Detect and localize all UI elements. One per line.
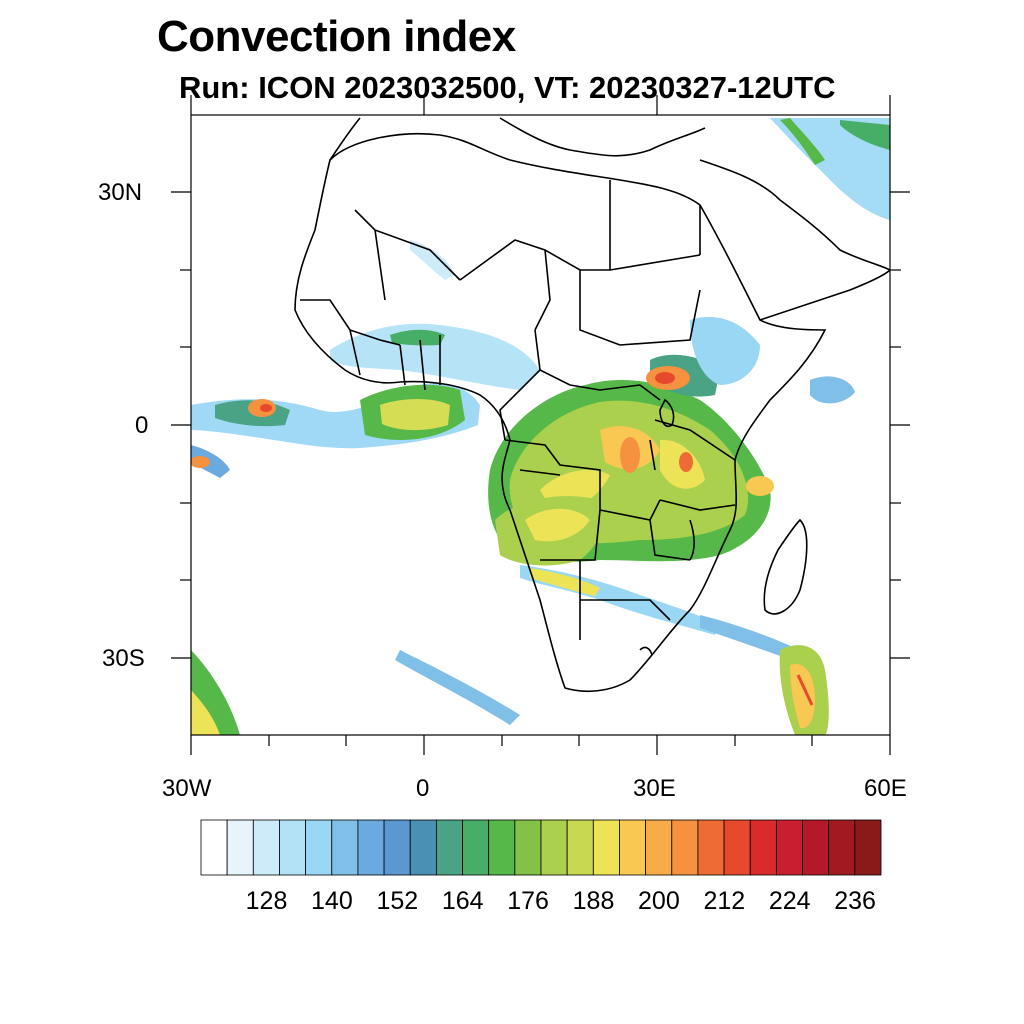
field-sahara-streak bbox=[410, 240, 455, 280]
eastafrica-lakes bbox=[649, 398, 695, 561]
africa-coastline bbox=[294, 132, 827, 693]
colorbar-label: 212 bbox=[703, 887, 746, 915]
convection-field bbox=[191, 118, 890, 735]
colorbar-swatch bbox=[435, 819, 463, 876]
field-indian-ocean-core bbox=[790, 664, 815, 729]
colorbar-swatch bbox=[488, 819, 516, 876]
colorbar-swatch bbox=[619, 819, 647, 876]
arabia-coast bbox=[699, 159, 890, 321]
colorbar-swatch bbox=[828, 819, 856, 876]
colorbar-swatch bbox=[514, 819, 542, 876]
chart-subtitle: Run: ICON 2023032500, VT: 20230327-12UTC bbox=[179, 70, 836, 105]
field-south-sudan-max bbox=[655, 372, 675, 384]
field-westcoast-band bbox=[191, 445, 230, 478]
colorbar-swatch bbox=[409, 819, 437, 876]
colorbar-label: 188 bbox=[572, 887, 615, 915]
colorbar-label: 164 bbox=[441, 887, 484, 915]
field-west-edge-spot bbox=[191, 456, 210, 468]
field-southwest-core bbox=[191, 690, 220, 735]
colorbar-label: 176 bbox=[507, 887, 549, 915]
field-middleeast-band bbox=[770, 118, 890, 220]
colorbar-swatch bbox=[671, 819, 699, 876]
colorbar-swatch bbox=[200, 819, 228, 876]
lon-label-60e: 60E bbox=[864, 775, 907, 802]
colorbar-swatch bbox=[540, 819, 568, 876]
lat-label-0: 0 bbox=[135, 412, 149, 439]
colorbar-swatch bbox=[723, 819, 751, 876]
lat-ticks bbox=[171, 191, 910, 659]
border-lines bbox=[354, 180, 736, 656]
field-namibia-core bbox=[530, 568, 600, 596]
colorbar-swatch bbox=[697, 819, 725, 876]
colorbar-swatch bbox=[305, 819, 333, 876]
colorbar-swatch bbox=[566, 819, 594, 876]
lon-label-30w: 30W bbox=[162, 775, 212, 802]
colorbar-swatch bbox=[383, 819, 411, 876]
colorbar-swatch bbox=[749, 819, 777, 876]
colorbar-swatch bbox=[252, 819, 280, 876]
colorbar-swatch bbox=[331, 819, 359, 876]
colorbar-label: 140 bbox=[311, 887, 353, 915]
colorbar-label: 128 bbox=[245, 887, 288, 915]
lat-label-30n: 30N bbox=[98, 179, 143, 206]
field-central-core-2 bbox=[679, 452, 693, 472]
field-somalia-sea bbox=[810, 376, 855, 404]
west-africa-borders bbox=[300, 299, 441, 391]
colorbar bbox=[200, 819, 882, 876]
colorbar-swatch bbox=[854, 819, 882, 876]
colorbar-swatch bbox=[775, 819, 803, 876]
coastlines-borders bbox=[294, 117, 890, 693]
chart-title: Convection index bbox=[157, 12, 516, 61]
lon-ticks bbox=[190, 95, 891, 755]
colorbar-label: 224 bbox=[768, 887, 811, 915]
field-atlantic-max bbox=[260, 404, 272, 412]
field-central-core bbox=[620, 437, 640, 473]
colorbar-label: 200 bbox=[638, 887, 680, 915]
colorbar-label: 152 bbox=[376, 887, 419, 915]
colorbar-swatch bbox=[645, 819, 673, 876]
field-indian-ocean-max bbox=[796, 674, 814, 706]
field-southatlantic-streak bbox=[395, 650, 520, 725]
colorbar-swatch bbox=[802, 819, 830, 876]
colorbar-swatch bbox=[592, 819, 620, 876]
field-tanzania-spot bbox=[746, 476, 774, 496]
lat-label-30s: 30S bbox=[102, 645, 145, 672]
field-northeast-corner bbox=[840, 120, 890, 150]
field-guinea-core bbox=[380, 398, 450, 431]
lon-label-0: 0 bbox=[416, 775, 430, 802]
colorbar-swatch bbox=[279, 819, 307, 876]
colorbar-label: 236 bbox=[834, 887, 876, 915]
field-angola-core bbox=[525, 508, 590, 542]
field-ethiopia bbox=[690, 316, 760, 385]
madagascar-coast bbox=[763, 518, 808, 615]
colorbar-swatch bbox=[357, 819, 385, 876]
colorbar-swatch bbox=[226, 819, 254, 876]
field-middleeast-core bbox=[780, 118, 825, 165]
colorbar-swatch bbox=[462, 819, 490, 876]
mediterranean-coast bbox=[329, 117, 706, 161]
field-sahel-spot bbox=[390, 329, 445, 346]
lon-label-30e: 30E bbox=[633, 775, 676, 802]
